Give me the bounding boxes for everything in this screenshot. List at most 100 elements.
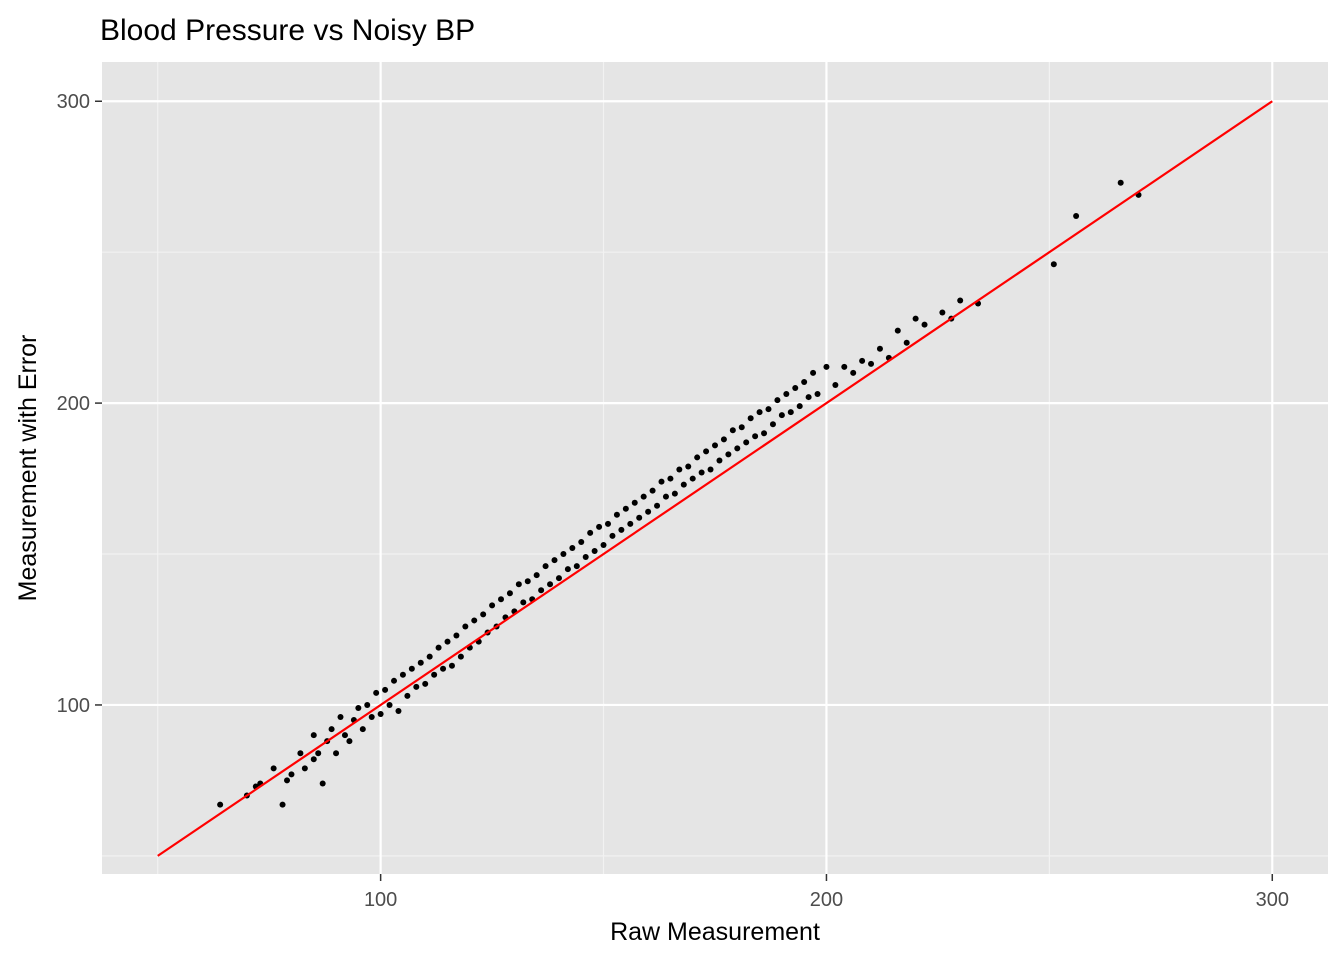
data-point bbox=[440, 665, 447, 672]
data-point bbox=[743, 439, 750, 446]
data-point bbox=[217, 801, 224, 808]
data-point bbox=[609, 532, 616, 539]
y-axis-title: Measurement with Error bbox=[14, 335, 42, 602]
data-point bbox=[841, 363, 848, 370]
data-point bbox=[422, 680, 429, 687]
data-point bbox=[725, 451, 732, 458]
data-point bbox=[667, 475, 674, 482]
data-point bbox=[640, 493, 647, 500]
data-point bbox=[703, 448, 710, 455]
data-point bbox=[404, 692, 411, 699]
data-point bbox=[631, 499, 638, 506]
data-point bbox=[547, 581, 554, 588]
data-point bbox=[685, 463, 692, 470]
data-point bbox=[1050, 261, 1057, 268]
data-point bbox=[680, 481, 687, 488]
data-point bbox=[765, 406, 772, 413]
data-point bbox=[551, 557, 558, 564]
data-point bbox=[569, 544, 576, 551]
data-point bbox=[645, 508, 652, 515]
data-point bbox=[448, 662, 455, 669]
data-point bbox=[270, 765, 277, 772]
data-point bbox=[850, 369, 857, 376]
data-point bbox=[426, 653, 433, 660]
data-point bbox=[399, 671, 406, 678]
data-point bbox=[573, 563, 580, 570]
data-point bbox=[596, 523, 603, 530]
data-point bbox=[457, 653, 464, 660]
data-point bbox=[435, 644, 442, 651]
data-point bbox=[377, 711, 384, 718]
data-point bbox=[489, 602, 496, 609]
data-point bbox=[627, 520, 634, 527]
data-point bbox=[444, 638, 451, 645]
data-point bbox=[364, 701, 371, 708]
data-point bbox=[582, 554, 589, 561]
data-point bbox=[832, 381, 839, 388]
data-point bbox=[649, 487, 656, 494]
x-axis-title: Raw Measurement bbox=[610, 918, 820, 946]
x-tick-label: 100 bbox=[364, 889, 397, 911]
data-point bbox=[391, 677, 398, 684]
data-point bbox=[368, 714, 375, 721]
data-point bbox=[431, 671, 438, 678]
data-point bbox=[859, 357, 866, 364]
data-point bbox=[636, 514, 643, 521]
data-point bbox=[756, 409, 763, 416]
data-point bbox=[957, 297, 964, 304]
data-point bbox=[564, 566, 571, 573]
data-point bbox=[698, 469, 705, 476]
plot-panel bbox=[102, 62, 1328, 874]
data-point bbox=[912, 315, 919, 322]
data-point bbox=[769, 421, 776, 428]
data-point bbox=[297, 750, 304, 757]
axis-ticks bbox=[95, 100, 1274, 881]
data-point bbox=[921, 321, 928, 328]
data-point bbox=[712, 442, 718, 449]
y-tick-label: 200 bbox=[57, 393, 90, 415]
data-point bbox=[734, 445, 741, 452]
data-point bbox=[654, 502, 661, 509]
reference-line-group bbox=[157, 100, 1273, 857]
data-point bbox=[810, 369, 817, 376]
chart-title: Blood Pressure vs Noisy BP bbox=[100, 14, 475, 47]
data-point bbox=[341, 732, 348, 739]
data-point bbox=[386, 701, 393, 708]
data-point bbox=[876, 345, 883, 352]
data-point bbox=[471, 617, 478, 624]
data-point bbox=[587, 529, 594, 536]
data-point bbox=[315, 750, 322, 757]
data-point bbox=[676, 466, 683, 473]
data-point bbox=[774, 397, 781, 404]
data-point bbox=[310, 756, 317, 763]
data-point bbox=[417, 659, 424, 666]
data-point bbox=[310, 732, 317, 739]
data-point bbox=[622, 505, 629, 512]
data-point bbox=[288, 771, 295, 778]
data-point bbox=[413, 683, 420, 690]
data-point bbox=[542, 563, 549, 570]
data-point bbox=[355, 704, 362, 711]
data-point bbox=[778, 412, 785, 419]
data-point bbox=[689, 475, 696, 482]
data-point bbox=[359, 726, 366, 733]
data-point bbox=[903, 339, 910, 346]
data-point bbox=[805, 394, 812, 401]
data-point bbox=[560, 551, 567, 558]
minor-gridlines bbox=[102, 62, 1328, 874]
data-point bbox=[939, 309, 946, 316]
y-tick-labels: 100 200 300 bbox=[57, 91, 90, 717]
x-tick-label: 300 bbox=[1256, 889, 1289, 911]
data-point bbox=[319, 780, 326, 787]
data-point bbox=[823, 363, 830, 370]
data-point bbox=[600, 541, 607, 548]
data-point bbox=[453, 632, 460, 639]
data-point bbox=[707, 466, 714, 473]
scatter-points bbox=[217, 179, 1142, 808]
data-point bbox=[1073, 212, 1080, 219]
data-point bbox=[738, 424, 745, 431]
data-point bbox=[395, 707, 402, 714]
data-point bbox=[671, 490, 678, 497]
data-point bbox=[868, 360, 875, 367]
data-point bbox=[613, 511, 620, 518]
